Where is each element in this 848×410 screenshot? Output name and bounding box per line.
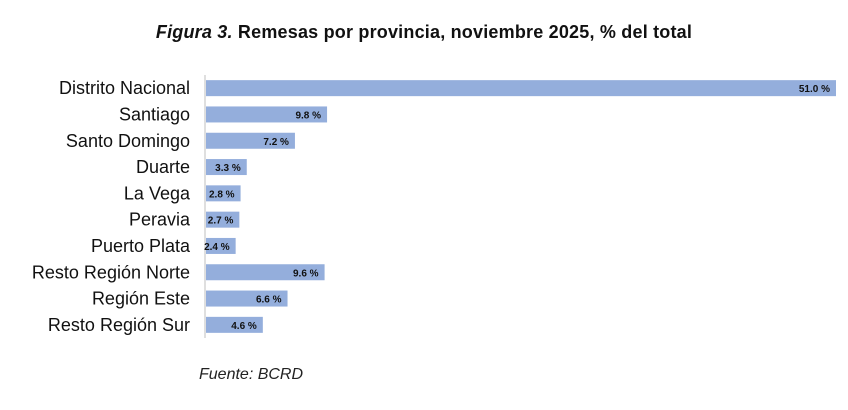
bar [206, 211, 240, 228]
category-label: Peravia [129, 210, 191, 230]
category-label: Resto Región Norte [32, 262, 190, 282]
bar [206, 80, 836, 97]
bar [206, 185, 241, 202]
chart-title-prefix: Figura 3. [155, 22, 233, 42]
category-label: Duarte [136, 157, 190, 177]
bars-layer: Distrito Nacional 51.0 % Santiago 9.8 % Sant… [32, 75, 836, 338]
bar [206, 290, 288, 307]
category-label: Resto Región Sur [48, 315, 190, 335]
bar [206, 316, 263, 333]
bar [206, 159, 247, 176]
value-label: 2.4 % [204, 242, 230, 253]
value-label: 7.2 % [263, 137, 289, 148]
value-label: 4.6 % [231, 321, 257, 332]
category-label: Distrito Nacional [59, 78, 190, 98]
category-label: Santiago [119, 104, 190, 124]
chart-title: Figura 3. Remesas por provincia, noviemb… [0, 22, 848, 43]
value-label: 51.0 % [799, 84, 830, 95]
value-label: 6.6 % [256, 295, 282, 306]
category-label: La Vega [124, 183, 191, 203]
bar [206, 132, 295, 149]
category-label: Región Este [92, 289, 190, 309]
chart-title-text: Remesas por provincia, noviembre 2025, %… [237, 22, 693, 42]
value-label: 9.8 % [295, 110, 321, 121]
value-label: 9.6 % [293, 268, 319, 279]
bar [206, 237, 236, 254]
value-label: 2.7 % [208, 216, 234, 227]
category-label: Santo Domingo [66, 131, 190, 151]
bar [206, 106, 328, 123]
bar [206, 264, 325, 281]
source-note: Fuente: BCRD [199, 366, 304, 383]
category-label: Puerto Plata [91, 236, 191, 256]
value-label: 3.3 % [215, 163, 241, 174]
value-label: 2.8 % [209, 189, 235, 200]
